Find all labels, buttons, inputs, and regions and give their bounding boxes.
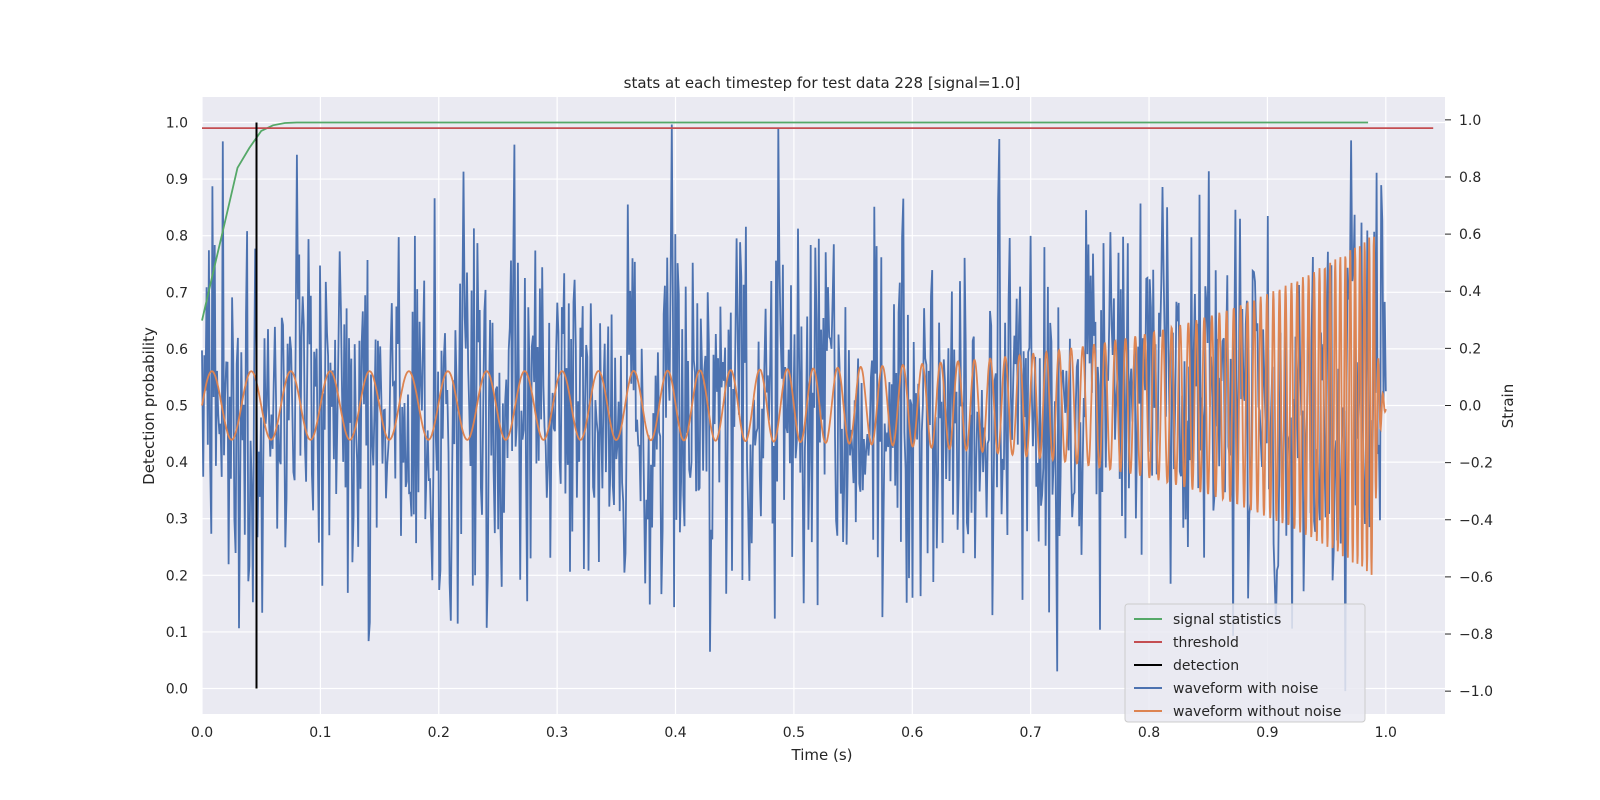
x-tick-label: 0.1 <box>309 725 331 741</box>
x-tick-label: 0.5 <box>783 725 805 741</box>
x-tick-label: 0.9 <box>1256 725 1278 741</box>
y-left-tick-label: 1.0 <box>166 115 188 131</box>
x-tick-label: 1.0 <box>1375 725 1397 741</box>
legend-label: detection <box>1173 658 1239 674</box>
y-right-tick-label: −0.8 <box>1459 627 1493 643</box>
y-left-tick-label: 0.9 <box>166 172 188 188</box>
y-left-tick-label: 0.2 <box>166 568 188 584</box>
legend-label: waveform with noise <box>1173 681 1318 697</box>
x-tick-label: 0.0 <box>191 725 213 741</box>
plot-area <box>201 121 1434 692</box>
y-right-tick-label: −1.0 <box>1459 684 1493 700</box>
y-left-tick-label: 0.1 <box>166 625 188 641</box>
x-axis-ticks: 0.0 0.1 0.2 0.3 0.4 0.5 0.6 0.7 0.8 0.9 1.0 <box>191 725 1397 741</box>
x-tick-label: 0.4 <box>664 725 686 741</box>
y-right-tick-label: −0.2 <box>1459 456 1493 472</box>
y-left-axis-ticks: 0.0 0.1 0.2 0.3 0.4 0.5 0.6 0.7 0.8 0.9 1.0 <box>166 115 188 697</box>
y-left-tick-label: 0.6 <box>166 342 188 358</box>
y-right-tick-label: 0.4 <box>1459 284 1481 300</box>
legend: signal statistics threshold detection wavef… <box>1124 603 1366 723</box>
y-right-tick-label: −0.4 <box>1459 513 1493 529</box>
legend-label: threshold <box>1173 635 1239 651</box>
series-signal-statistics <box>201 121 1369 321</box>
y-right-tick-label: 0.0 <box>1459 399 1481 415</box>
legend-frame <box>1124 603 1366 723</box>
x-tick-label: 0.3 <box>546 725 568 741</box>
x-axis-label: Time (s) <box>791 746 853 764</box>
y-right-tick-label: 0.2 <box>1459 341 1481 357</box>
x-tick-label: 0.8 <box>1138 725 1160 741</box>
y-left-tick-label: 0.0 <box>166 682 188 698</box>
x-tick-label: 0.2 <box>428 725 450 741</box>
y-right-tick-label: 1.0 <box>1459 113 1481 129</box>
y-left-axis-label: Detection probability <box>140 327 158 485</box>
legend-label: signal statistics <box>1173 612 1281 628</box>
y-right-tick-label: 0.8 <box>1459 170 1481 186</box>
x-tick-label: 0.7 <box>1020 725 1042 741</box>
y-left-tick-label: 0.4 <box>166 455 188 471</box>
chart-title: stats at each timestep for test data 228… <box>624 74 1021 92</box>
y-right-tick-label: 0.6 <box>1459 227 1481 243</box>
series-waveform-without-noise <box>201 236 1387 575</box>
y-right-axis-ticks: −1.0 −0.8 −0.6 −0.4 −0.2 0.0 0.2 0.4 0.6 0.8 1.0 <box>1445 113 1493 700</box>
y-left-tick-label: 0.8 <box>166 229 188 245</box>
y-left-tick-label: 0.7 <box>166 285 188 301</box>
legend-label: waveform without noise <box>1173 704 1341 720</box>
y-left-tick-label: 0.5 <box>166 399 188 415</box>
y-left-tick-label: 0.3 <box>166 512 188 528</box>
y-right-axis-label: Strain <box>1499 384 1517 428</box>
y-right-tick-label: −0.6 <box>1459 570 1493 586</box>
x-tick-label: 0.6 <box>901 725 923 741</box>
series-waveform-with-noise <box>201 124 1387 692</box>
